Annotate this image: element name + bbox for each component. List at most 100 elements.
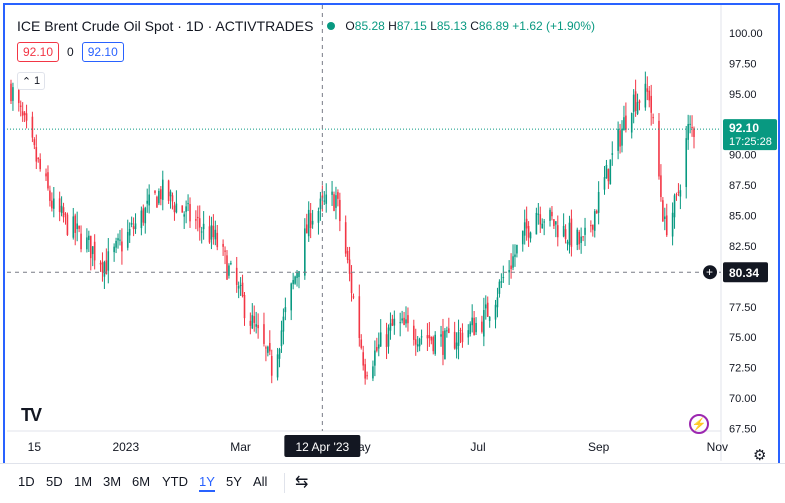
candle-body [372, 366, 374, 379]
candle-body [257, 324, 259, 329]
toolbar-divider [284, 473, 285, 493]
timeframe-all[interactable]: All [253, 474, 268, 489]
candle-body [294, 276, 296, 284]
candle-body [662, 200, 664, 222]
candle-body [488, 316, 491, 321]
candle-body [652, 117, 654, 119]
candle-body [391, 318, 394, 326]
candle-body [527, 225, 530, 238]
goto-date-icon[interactable]: ⇆ [295, 474, 309, 491]
candle-body [407, 315, 409, 324]
candle-body [76, 223, 78, 230]
indicator-count: 1 [34, 75, 41, 87]
candle-body [10, 83, 12, 102]
crosshair-price-label: 80.34 [729, 266, 759, 280]
candle-body [607, 168, 610, 182]
candle-body [214, 229, 217, 240]
timeframe-1d[interactable]: 1D [18, 474, 35, 489]
candle-body [311, 220, 314, 225]
candle-body [590, 225, 592, 227]
timeframe-5d[interactable]: 5D [46, 474, 63, 489]
collapse-indicators-button[interactable]: ⌃ 1 [17, 72, 45, 90]
candle-body [333, 194, 335, 211]
candle-body [623, 117, 625, 131]
candle-body [280, 330, 283, 347]
bottom-toolbar: 1D 5D 1M 3M 6M YTD 1Y 5Y All ⇆ [0, 463, 785, 503]
candle-body [416, 344, 419, 347]
candle-body [210, 225, 213, 240]
candle-body [502, 277, 505, 279]
price-tick-label: 77.50 [729, 302, 757, 314]
candle-body [103, 262, 106, 277]
candle-body [91, 246, 94, 255]
candle-body [101, 261, 104, 273]
candle-body [673, 195, 676, 218]
candle-body [296, 272, 298, 279]
candle-body [51, 200, 53, 209]
candle-body [181, 205, 184, 213]
candle-body [475, 322, 477, 333]
price-chart[interactable]: 100.0097.5095.0092.5090.0087.5085.0082.5… [5, 5, 778, 461]
ohlc-values: O85.28 H87.15 L85.13 C86.89 +1.62 (+1.90… [345, 19, 595, 33]
candle-body [212, 225, 215, 238]
countdown-label: 17:25:28 [729, 136, 772, 148]
candle-body [298, 271, 300, 278]
candle-body [385, 334, 388, 348]
candle-body [483, 310, 485, 337]
candle-body [566, 241, 569, 244]
candle-body [444, 330, 446, 360]
timeframe-1y[interactable]: 1Y [199, 474, 215, 492]
candle-body [304, 228, 306, 276]
timeframe-5y[interactable]: 5Y [226, 474, 242, 489]
candle-body [160, 189, 162, 200]
open-label: O [345, 19, 355, 33]
plus-circle-icon[interactable] [703, 265, 717, 280]
price-tick-label: 75.00 [729, 332, 757, 344]
gear-icon[interactable]: ⚙ [753, 447, 767, 464]
timeframe-ytd[interactable]: YTD [162, 474, 188, 489]
candle-body [494, 304, 497, 320]
symbol-title[interactable]: ICE Brent Crude Oil Spot · 1D · ACTIVTRA… [17, 18, 314, 34]
candle-body [389, 323, 392, 331]
candle-body [387, 327, 390, 347]
candle-body [418, 338, 421, 347]
spread-value: 0 [67, 45, 74, 59]
candle-body [592, 224, 594, 230]
candle-body [498, 281, 501, 294]
candle-body [401, 318, 403, 321]
chevron-up-icon: ⌃ [21, 75, 32, 88]
candle-body [175, 203, 178, 213]
candle-body [228, 265, 230, 276]
timeframe-6m[interactable]: 6M [132, 474, 151, 489]
candle-body [86, 237, 88, 250]
candle-body [455, 342, 458, 350]
candle-body [251, 315, 254, 329]
candle-body [115, 240, 117, 248]
candle-body [117, 238, 119, 241]
last-price-label: 92.10 [729, 121, 759, 135]
candle-body [64, 213, 67, 215]
candle-body [253, 316, 256, 323]
buy-button[interactable]: 92.10 [81, 42, 124, 62]
candle-body [414, 339, 417, 345]
candle-body [290, 283, 293, 311]
candle-body [582, 236, 584, 238]
high-value: 87.15 [396, 19, 427, 33]
candle-body [161, 179, 164, 200]
candle-body [660, 175, 662, 198]
candle-body [442, 331, 444, 355]
timeframe-3m[interactable]: 3M [103, 474, 122, 489]
timeframe-1m[interactable]: 1M [74, 474, 93, 489]
tradingview-logo-icon[interactable]: TV [21, 405, 42, 425]
candle-body [255, 324, 257, 327]
candle-body [644, 83, 647, 108]
candle-body [105, 260, 108, 275]
lightning-icon[interactable]: ⚡ [689, 414, 709, 434]
candle-body [89, 235, 92, 259]
candle-body [146, 200, 149, 204]
sell-button[interactable]: 92.10 [17, 42, 60, 62]
candle-body [434, 334, 436, 354]
candle-body [276, 354, 279, 378]
time-tick-label: Nov [707, 440, 728, 454]
price-tick-label: 97.50 [729, 58, 757, 70]
